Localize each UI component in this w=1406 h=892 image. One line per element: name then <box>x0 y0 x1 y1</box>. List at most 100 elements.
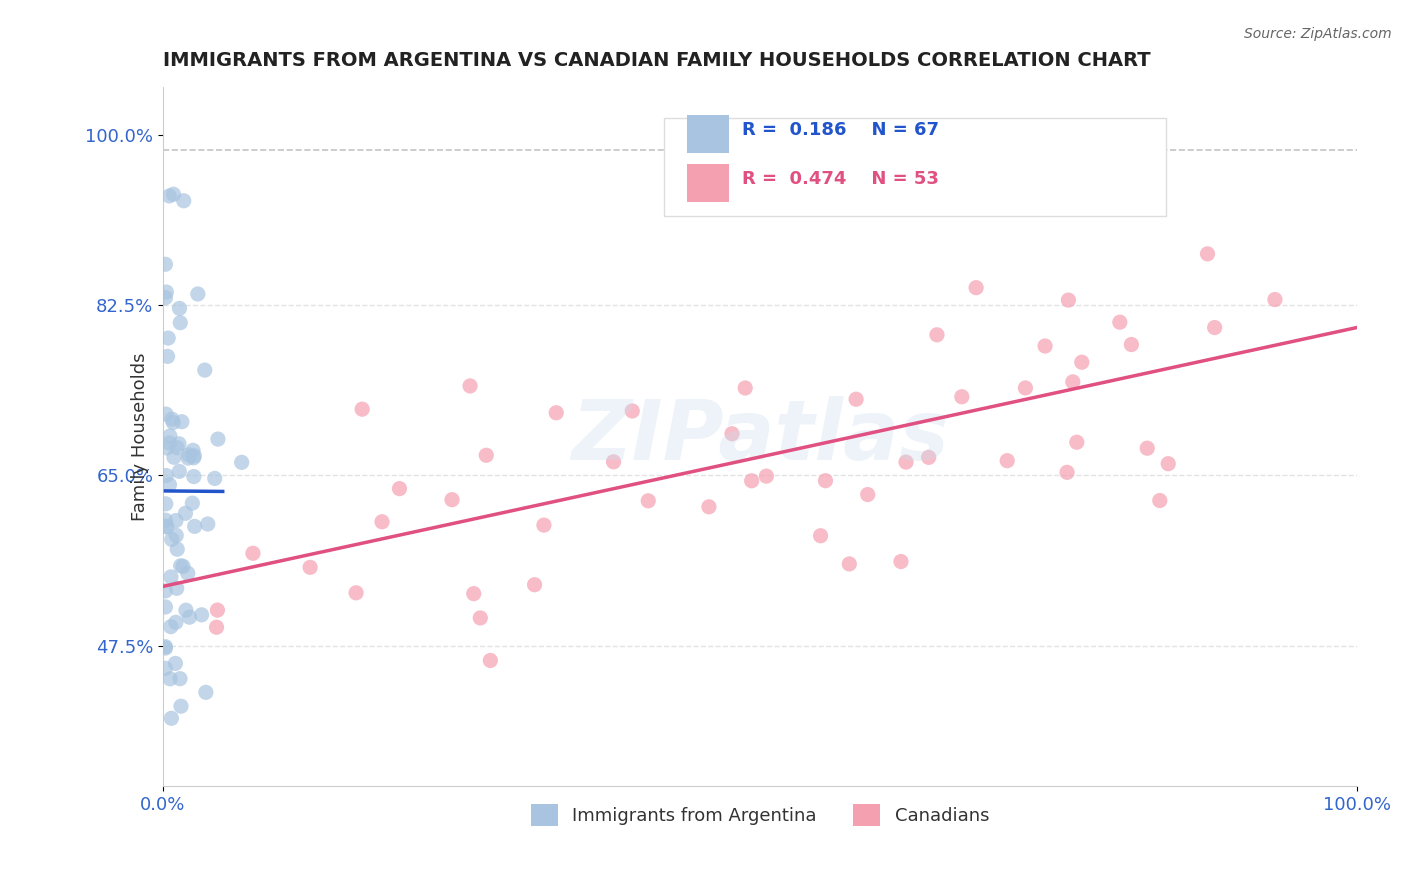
Point <box>157 331 180 345</box>
Point <box>207 603 229 617</box>
Point <box>1033 339 1056 353</box>
Point <box>197 516 219 531</box>
Point <box>155 513 177 527</box>
Text: Source: ZipAtlas.com: Source: ZipAtlas.com <box>1244 27 1392 41</box>
Point <box>165 657 187 671</box>
Point <box>162 416 184 430</box>
Legend: Immigrants from Argentina, Canadians: Immigrants from Argentina, Canadians <box>523 797 997 833</box>
Point <box>157 436 180 450</box>
Point <box>159 477 181 491</box>
Point <box>602 455 624 469</box>
Point <box>475 448 498 462</box>
Point <box>174 603 197 617</box>
Point <box>160 570 183 584</box>
Point <box>765 190 787 204</box>
Point <box>734 381 756 395</box>
Point <box>810 529 832 543</box>
Point <box>155 468 177 483</box>
Point <box>156 441 179 455</box>
Point <box>207 432 229 446</box>
Point <box>172 559 194 574</box>
Point <box>1157 457 1180 471</box>
Point <box>155 519 177 533</box>
Point <box>344 586 367 600</box>
Point <box>181 496 204 510</box>
Point <box>995 453 1018 467</box>
Point <box>194 363 217 377</box>
Point <box>741 474 763 488</box>
Point <box>1108 315 1130 329</box>
Point <box>156 520 179 534</box>
Point <box>166 582 188 596</box>
Point <box>165 528 187 542</box>
Point <box>169 672 191 686</box>
Point <box>177 448 200 462</box>
Point <box>231 455 253 469</box>
Point <box>165 615 187 630</box>
Point <box>463 587 485 601</box>
Point <box>458 379 481 393</box>
Point <box>183 469 205 483</box>
Point <box>183 519 205 533</box>
Point <box>179 610 201 624</box>
Point <box>155 661 177 675</box>
Point <box>169 558 191 573</box>
Point <box>167 437 190 451</box>
Point <box>155 599 177 614</box>
Point <box>918 450 941 465</box>
FancyBboxPatch shape <box>688 114 728 153</box>
Point <box>1204 320 1226 334</box>
Point <box>155 583 177 598</box>
Point <box>177 451 200 466</box>
Text: ZIPatlas: ZIPatlas <box>571 396 949 477</box>
Point <box>190 607 212 622</box>
Text: IMMIGRANTS FROM ARGENTINA VS CANADIAN FAMILY HOUSEHOLDS CORRELATION CHART: IMMIGRANTS FROM ARGENTINA VS CANADIAN FA… <box>163 51 1150 70</box>
Point <box>204 471 226 485</box>
FancyBboxPatch shape <box>665 118 1166 216</box>
Point <box>925 327 948 342</box>
Point <box>187 287 209 301</box>
Point <box>160 412 183 426</box>
Point <box>155 257 177 271</box>
Point <box>856 487 879 501</box>
Point <box>1057 293 1080 307</box>
Point <box>159 620 181 634</box>
Point <box>1149 493 1171 508</box>
Point <box>697 500 720 514</box>
Point <box>155 641 177 656</box>
FancyBboxPatch shape <box>688 114 728 153</box>
Point <box>155 407 177 421</box>
Point <box>352 402 374 417</box>
Point <box>533 518 555 533</box>
Point <box>299 560 322 574</box>
Point <box>814 474 837 488</box>
Point <box>845 392 868 407</box>
Point <box>181 443 204 458</box>
Point <box>183 449 205 463</box>
Point <box>156 350 179 364</box>
Point <box>194 685 217 699</box>
Point <box>1136 441 1159 455</box>
Point <box>157 189 180 203</box>
Point <box>755 469 778 483</box>
Point <box>1070 355 1092 369</box>
Point <box>177 566 200 581</box>
Text: R =  0.474    N = 53: R = 0.474 N = 53 <box>742 169 939 188</box>
Point <box>894 455 917 469</box>
Point <box>166 441 188 455</box>
Point <box>950 390 973 404</box>
Point <box>205 620 228 634</box>
Point <box>174 506 197 520</box>
FancyBboxPatch shape <box>688 163 728 202</box>
Point <box>890 555 912 569</box>
Point <box>838 557 860 571</box>
Point <box>163 450 186 465</box>
Point <box>965 280 987 294</box>
Point <box>155 640 177 654</box>
Point <box>155 291 177 305</box>
Point <box>169 464 191 478</box>
Point <box>159 429 181 443</box>
Point <box>1056 466 1078 480</box>
Point <box>523 578 546 592</box>
Point <box>166 542 188 557</box>
